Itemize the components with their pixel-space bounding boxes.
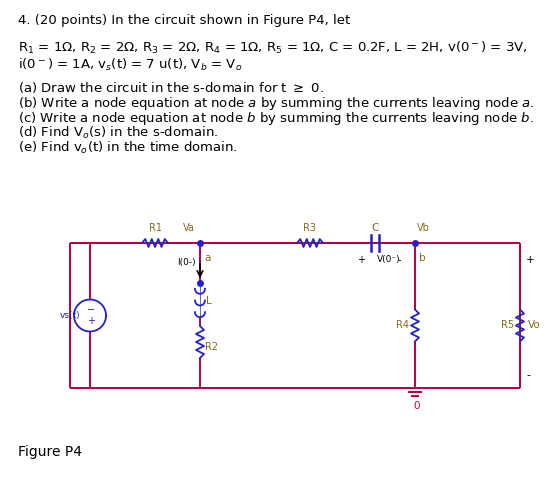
- Text: V(0⁻): V(0⁻): [377, 255, 400, 264]
- Text: Vb: Vb: [417, 223, 430, 233]
- Text: (e) Find v$_o$(t) in the time domain.: (e) Find v$_o$(t) in the time domain.: [18, 140, 238, 156]
- Text: b: b: [419, 253, 426, 263]
- Text: Va: Va: [183, 223, 195, 233]
- Text: R$_1$ = 1$\Omega$, R$_2$ = 2$\Omega$, R$_3$ = 2$\Omega$, R$_4$ = 1$\Omega$, R$_5: R$_1$ = 1$\Omega$, R$_2$ = 2$\Omega$, R$…: [18, 40, 528, 56]
- Text: Vo: Vo: [528, 320, 541, 331]
- Text: a: a: [204, 253, 210, 263]
- Text: R4: R4: [396, 320, 409, 331]
- Text: R2: R2: [205, 342, 218, 352]
- Text: -: -: [397, 255, 401, 265]
- Text: C: C: [371, 223, 379, 233]
- Text: 4. (20 points) In the circuit shown in Figure P4, let: 4. (20 points) In the circuit shown in F…: [18, 14, 350, 27]
- Text: (a) Draw the circuit in the s-domain for t $\geq$ 0.: (a) Draw the circuit in the s-domain for…: [18, 80, 324, 95]
- Text: (b) Write a node equation at node $a$ by summing the currents leaving node $a$.: (b) Write a node equation at node $a$ by…: [18, 95, 535, 112]
- Text: R5: R5: [501, 320, 514, 331]
- Text: -: -: [526, 370, 530, 380]
- Text: R1: R1: [149, 223, 161, 233]
- Text: (c) Write a node equation at node $b$ by summing the currents leaving node $b$.: (c) Write a node equation at node $b$ by…: [18, 110, 534, 127]
- Text: −: −: [87, 305, 95, 316]
- Text: +: +: [526, 255, 535, 265]
- Text: +: +: [87, 316, 95, 326]
- Text: Figure P4: Figure P4: [18, 445, 82, 459]
- Text: i(0$^-$) = 1A, v$_s$(t) = 7 u(t), V$_b$ = V$_o$: i(0$^-$) = 1A, v$_s$(t) = 7 u(t), V$_b$ …: [18, 57, 242, 73]
- Text: (d) Find V$_o$(s) in the s-domain.: (d) Find V$_o$(s) in the s-domain.: [18, 125, 218, 141]
- Text: 0: 0: [414, 401, 420, 411]
- Text: I(0-): I(0-): [178, 258, 196, 267]
- Text: R3: R3: [304, 223, 316, 233]
- Text: +: +: [357, 255, 365, 265]
- Text: vs(t): vs(t): [59, 311, 80, 320]
- Text: L: L: [206, 296, 212, 305]
